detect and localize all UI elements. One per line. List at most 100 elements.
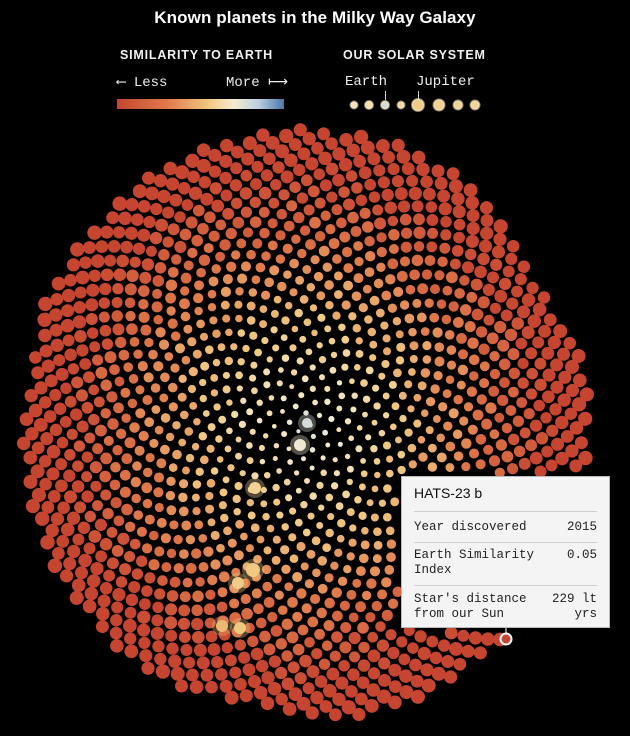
planet-bubble[interactable] — [413, 226, 426, 239]
planet-bubble[interactable] — [446, 167, 460, 181]
planet-bubble[interactable] — [141, 482, 153, 494]
planet-bubble[interactable] — [523, 408, 535, 420]
planet-bubble[interactable] — [286, 419, 293, 425]
planet-bubble[interactable] — [293, 470, 300, 476]
planet-bubble[interactable] — [477, 296, 490, 309]
planet-bubble[interactable] — [395, 356, 405, 365]
planet-bubble[interactable] — [537, 291, 551, 304]
planet-bubble[interactable] — [546, 424, 559, 437]
planet-bubble[interactable] — [494, 412, 505, 423]
planet-bubble[interactable] — [385, 629, 397, 641]
planet-bubble[interactable] — [112, 445, 123, 456]
planet-bubble[interactable] — [489, 302, 501, 314]
planet-bubble[interactable] — [448, 179, 463, 194]
planet-bubble[interactable] — [461, 462, 471, 472]
planet-bubble[interactable] — [489, 368, 501, 380]
planet-bubble[interactable] — [270, 309, 279, 318]
planet-bubble[interactable] — [337, 576, 348, 586]
planet-bubble[interactable] — [318, 504, 325, 511]
planet-bubble[interactable] — [33, 417, 48, 432]
planet-bubble[interactable] — [408, 186, 422, 201]
planet-bubble[interactable] — [272, 344, 280, 352]
planet-bubble[interactable] — [138, 298, 149, 310]
planet-bubble[interactable] — [110, 462, 121, 473]
planet-bubble[interactable] — [387, 598, 399, 609]
planet-bubble[interactable] — [136, 526, 147, 537]
planet-bubble[interactable] — [84, 586, 98, 601]
planet-bubble[interactable] — [95, 620, 109, 634]
planet-bubble[interactable] — [268, 197, 280, 209]
planet-bubble[interactable] — [342, 490, 350, 499]
planet-bubble[interactable] — [236, 385, 243, 392]
planet-bubble[interactable] — [446, 360, 457, 370]
planet-bubble[interactable] — [168, 402, 178, 412]
planet-bubble[interactable] — [260, 696, 275, 711]
planet-bubble[interactable] — [174, 240, 187, 253]
planet-bubble[interactable] — [274, 666, 288, 680]
planet-bubble[interactable] — [89, 461, 103, 474]
planet-bubble[interactable] — [391, 175, 404, 188]
planet-bubble[interactable] — [253, 603, 264, 615]
planet-bubble[interactable] — [181, 355, 191, 365]
planet-bubble[interactable] — [248, 675, 261, 688]
planet-bubble[interactable] — [220, 189, 233, 202]
planet-bubble[interactable] — [287, 459, 293, 465]
planet-bubble[interactable] — [180, 286, 190, 296]
planet-bubble[interactable] — [289, 181, 301, 193]
planet-bubble[interactable] — [159, 444, 170, 455]
planet-bubble[interactable] — [281, 316, 290, 325]
planet-bubble[interactable] — [309, 447, 316, 453]
planet-bubble[interactable] — [273, 498, 281, 506]
planet-bubble[interactable] — [239, 470, 246, 477]
planet-bubble[interactable] — [292, 403, 299, 410]
planet-bubble[interactable] — [281, 430, 288, 438]
planet-bubble[interactable] — [494, 320, 507, 334]
planet-bubble[interactable] — [165, 279, 178, 291]
planet-bubble[interactable] — [311, 648, 323, 660]
planet-bubble[interactable] — [92, 354, 104, 366]
planet-bubble[interactable] — [212, 329, 221, 338]
planet-bubble[interactable] — [177, 392, 187, 402]
planet-bubble[interactable] — [133, 510, 144, 520]
planet-bubble[interactable] — [235, 452, 242, 460]
planet-bubble[interactable] — [219, 154, 233, 168]
planet-bubble[interactable] — [348, 631, 361, 645]
planet-bubble[interactable] — [317, 555, 328, 566]
planet-bubble[interactable] — [153, 174, 168, 188]
planet-bubble[interactable] — [99, 282, 112, 296]
planet-bubble[interactable] — [329, 650, 341, 662]
planet-bubble[interactable] — [138, 430, 149, 442]
planet-bubble[interactable] — [166, 505, 177, 516]
planet-bubble[interactable] — [336, 380, 343, 386]
planet-bubble[interactable] — [482, 283, 495, 296]
planet-bubble[interactable] — [330, 351, 338, 359]
planet-bubble[interactable] — [332, 147, 346, 161]
planet-bubble[interactable] — [194, 306, 203, 316]
planet-bubble[interactable] — [322, 262, 333, 272]
planet-bubble[interactable] — [242, 136, 257, 151]
planet-bubble[interactable] — [376, 689, 392, 704]
planet-bubble[interactable] — [481, 632, 495, 646]
planet-bubble[interactable] — [263, 643, 276, 656]
planet-bubble[interactable] — [81, 401, 94, 414]
planet-bubble[interactable] — [166, 476, 176, 487]
planet-bubble[interactable] — [457, 349, 469, 360]
planet-bubble[interactable] — [314, 197, 326, 209]
planet-bubble[interactable] — [118, 349, 130, 361]
planet-bubble[interactable] — [299, 654, 312, 668]
planet-bubble[interactable] — [343, 198, 355, 211]
planet-bubble[interactable] — [166, 590, 179, 602]
planet-bubble[interactable] — [225, 328, 233, 337]
planet-bubble[interactable] — [291, 234, 301, 244]
planet-bubble[interactable] — [451, 192, 465, 206]
planet-bubble[interactable] — [220, 513, 229, 523]
planet-bubble[interactable] — [436, 433, 445, 443]
planet-bubble[interactable] — [132, 184, 147, 199]
planet-bubble[interactable] — [242, 227, 254, 238]
planet-bubble[interactable] — [478, 343, 490, 355]
planet-bubble[interactable] — [153, 487, 164, 498]
planet-bubble[interactable] — [494, 467, 505, 478]
planet-bubble[interactable] — [343, 280, 354, 291]
planet-bubble[interactable] — [258, 206, 270, 218]
planet-bubble[interactable] — [357, 659, 371, 672]
